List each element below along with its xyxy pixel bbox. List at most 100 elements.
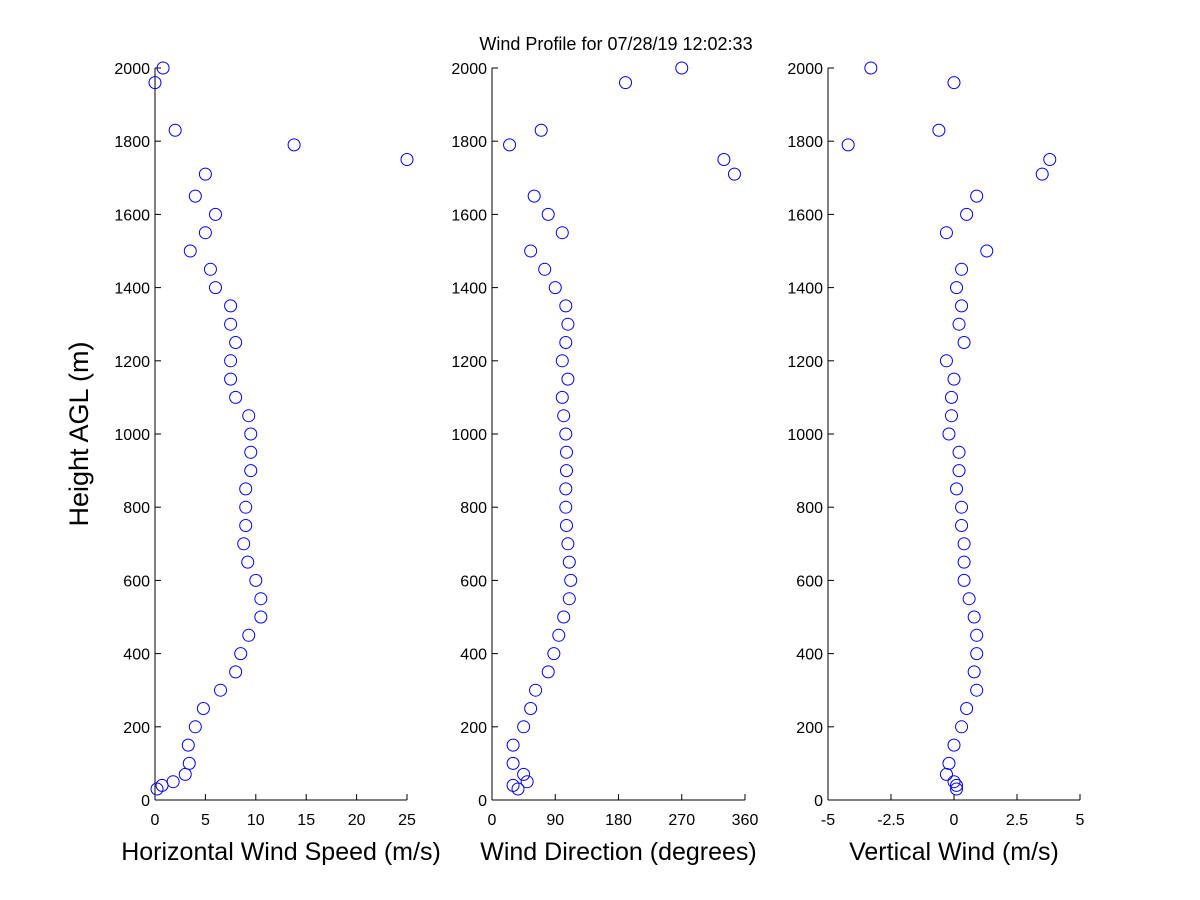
x-tick-label: 5 <box>201 812 210 829</box>
data-point <box>952 445 966 459</box>
data-point <box>517 720 531 734</box>
data-point <box>962 592 976 606</box>
y-tick-label: 1200 <box>451 354 487 371</box>
y-tick-label: 1200 <box>787 354 823 371</box>
data-point <box>214 683 228 697</box>
x-tick-label: 10 <box>247 812 265 829</box>
y-tick-label: 400 <box>123 647 150 664</box>
data-point <box>242 409 256 423</box>
data-point <box>950 482 964 496</box>
y-tick-label: 1400 <box>787 281 823 298</box>
data-point <box>208 207 222 221</box>
data-point <box>534 123 548 137</box>
data-point <box>947 76 961 90</box>
data-point <box>517 767 531 781</box>
data-point <box>234 647 248 661</box>
y-tick-label: 200 <box>123 720 150 737</box>
data-point <box>168 123 182 137</box>
data-point <box>541 207 555 221</box>
y-tick-label: 400 <box>796 647 823 664</box>
data-point <box>970 647 984 661</box>
data-point <box>559 464 573 478</box>
y-tick-label: 800 <box>796 500 823 517</box>
data-point <box>506 778 520 792</box>
data-point <box>955 299 969 313</box>
data-point <box>939 767 953 781</box>
y-tick-label: 1400 <box>114 281 150 298</box>
data-point <box>524 244 538 258</box>
x-tick-label: -2.5 <box>877 812 905 829</box>
y-tick-label: 1800 <box>451 134 487 151</box>
data-point <box>541 665 555 679</box>
data-point <box>675 61 689 75</box>
data-point <box>944 390 958 404</box>
data-point <box>561 317 575 331</box>
data-point <box>506 756 520 770</box>
data-point <box>506 738 520 752</box>
data-point <box>932 123 946 137</box>
data-point <box>529 683 543 697</box>
x-axis-label: Vertical Wind (m/s) <box>849 838 1059 866</box>
x-tick-label: 360 <box>732 812 759 829</box>
data-point <box>950 778 964 792</box>
data-point <box>947 738 961 752</box>
data-point <box>564 573 578 587</box>
data-point <box>182 756 196 770</box>
data-point <box>947 372 961 386</box>
data-point <box>559 482 573 496</box>
data-point <box>547 647 561 661</box>
y-tick-label: 1400 <box>451 281 487 298</box>
data-point <box>559 519 573 532</box>
data-point <box>254 610 268 624</box>
data-point <box>237 537 251 551</box>
data-point <box>552 628 566 642</box>
data-point <box>970 683 984 697</box>
data-point <box>181 738 195 752</box>
data-point <box>561 537 575 551</box>
y-tick-label: 400 <box>460 647 487 664</box>
y-tick-label: 200 <box>460 720 487 737</box>
data-point <box>944 409 958 423</box>
x-tick-label: 90 <box>546 812 564 829</box>
data-point <box>957 336 971 349</box>
data-point <box>183 244 197 258</box>
data-point <box>203 262 217 276</box>
data-point <box>841 138 855 152</box>
data-point <box>241 555 255 569</box>
data-point <box>249 573 263 587</box>
data-point <box>224 354 238 368</box>
data-point <box>538 262 552 276</box>
y-tick-label: 1600 <box>114 207 150 224</box>
x-tick-label: 270 <box>668 812 695 829</box>
x-tick-label: 5 <box>1076 812 1085 829</box>
data-point <box>1035 167 1049 181</box>
data-point <box>229 390 243 404</box>
data-point <box>960 207 974 221</box>
data-point <box>511 782 525 796</box>
x-axis-label: Horizontal Wind Speed (m/s) <box>121 838 441 866</box>
data-point <box>980 244 994 258</box>
data-point <box>208 281 222 295</box>
y-tick-label: 1600 <box>451 207 487 224</box>
data-point <box>955 720 969 734</box>
y-tick-label: 0 <box>141 793 150 810</box>
data-point <box>188 189 202 203</box>
data-point <box>942 756 956 770</box>
data-point <box>561 372 575 386</box>
y-tick-label: 800 <box>123 500 150 517</box>
data-point <box>287 138 301 152</box>
y-tick-label: 1000 <box>787 427 823 444</box>
data-point <box>955 262 969 276</box>
data-point <box>947 775 961 789</box>
data-point <box>166 775 180 789</box>
data-point <box>864 61 878 75</box>
data-point <box>967 665 981 679</box>
y-tick-label: 1000 <box>451 427 487 444</box>
data-point <box>198 167 212 181</box>
data-point <box>224 317 238 331</box>
data-point <box>950 281 964 295</box>
data-point <box>224 372 238 386</box>
y-tick-label: 1000 <box>114 427 150 444</box>
data-point <box>957 555 971 569</box>
